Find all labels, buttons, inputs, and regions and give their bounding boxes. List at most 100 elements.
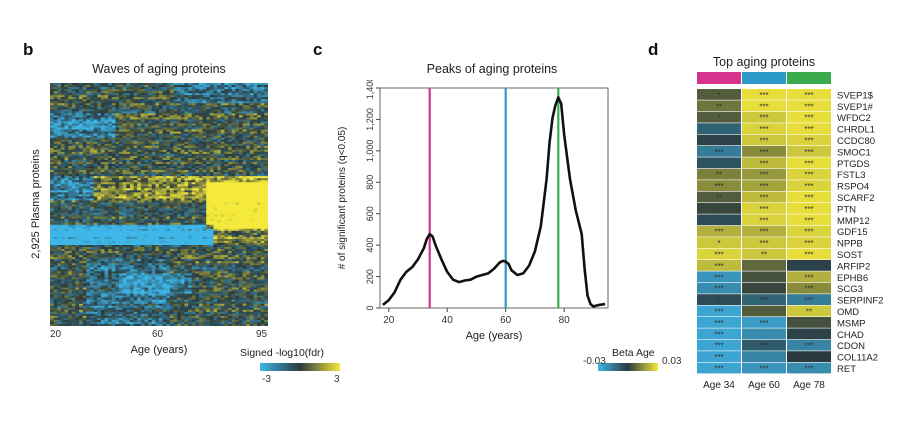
- protein-row-label: SCG3: [837, 284, 863, 295]
- heatmap-cell: [742, 214, 786, 226]
- panel-b-xtick-60: 60: [152, 329, 164, 340]
- significance-stars: ***: [759, 137, 768, 146]
- significance-stars: ***: [759, 182, 768, 191]
- heatmap-cell: [697, 339, 741, 351]
- significance-stars: ***: [804, 171, 813, 180]
- panel-b-heatmap: [50, 83, 268, 326]
- significance-stars: ***: [804, 205, 813, 214]
- significance-stars: ***: [804, 296, 813, 305]
- protein-row-label: CHRDL1: [837, 125, 875, 136]
- heatmap-cell: [742, 225, 786, 237]
- significance-stars: **: [716, 171, 722, 180]
- heatmap-cell: [742, 146, 786, 157]
- significance-stars: ***: [759, 114, 768, 123]
- protein-row-label: CCDC80: [837, 136, 875, 147]
- heatmap-cell: [787, 294, 831, 305]
- heatmap-cell: [742, 305, 786, 317]
- heatmap-cell: [697, 214, 741, 226]
- significance-stars: ***: [714, 353, 723, 362]
- heatmap-cell: [742, 282, 786, 294]
- heatmap-cell: [787, 328, 831, 340]
- significance-stars: **: [716, 137, 722, 146]
- heatmap-cell: [742, 111, 786, 123]
- heatmap-cell: [697, 111, 741, 123]
- significance-stars: ***: [759, 216, 768, 225]
- heatmap-cell: [787, 282, 831, 294]
- y-tick-label: 0: [365, 305, 375, 310]
- protein-row-label: MSMP: [837, 318, 866, 329]
- significance-stars: ***: [804, 194, 813, 203]
- significance-stars: ***: [804, 125, 813, 134]
- panel-d-title: Top aging proteins: [712, 55, 816, 69]
- heatmap-cell: [787, 157, 831, 169]
- protein-row-label: SCARF2: [837, 193, 874, 204]
- significance-stars: ***: [804, 251, 813, 260]
- heatmap-cell: [742, 191, 786, 203]
- significance-stars: ***: [759, 148, 768, 157]
- heatmap-cell: [742, 157, 786, 169]
- significance-stars: ***: [759, 365, 768, 374]
- heatmap-cell: [742, 180, 786, 191]
- protein-row-label: COL11A2: [837, 353, 878, 364]
- panel-d-colorbar: [598, 363, 658, 371]
- significance-stars: ***: [759, 296, 768, 305]
- significance-stars: ***: [714, 182, 723, 191]
- heatmap-cell: [787, 260, 831, 271]
- heatmap-cell: [787, 168, 831, 180]
- protein-row-label: OMD: [837, 307, 859, 318]
- panel-c-ylabel: # of significant proteins (q<0.05): [337, 127, 348, 270]
- significance-stars: ***: [759, 319, 768, 328]
- column-header-color: [697, 72, 741, 84]
- significance-stars: ***: [714, 330, 723, 339]
- significance-stars: ***: [804, 102, 813, 111]
- column-header-color: [787, 72, 831, 84]
- heatmap-cell: [787, 339, 831, 351]
- heatmap-cell: [742, 237, 786, 248]
- significance-stars: ***: [759, 159, 768, 168]
- column-header-color: [742, 72, 786, 84]
- y-tick-label: 600: [365, 206, 375, 221]
- heatmap-cell: [697, 191, 741, 203]
- significance-stars: ***: [759, 239, 768, 248]
- significance-stars: ***: [714, 319, 723, 328]
- significance-stars: **: [716, 194, 722, 203]
- x-tick-label: 60: [500, 315, 512, 326]
- panel-c-line-chart: 0 200 400 600 800 1,000 1,200 1,400 20 40 60 80 Age …: [337, 80, 609, 342]
- heatmap-cell: [697, 123, 741, 134]
- panel-c-xlabel: Age (years): [466, 330, 523, 342]
- protein-row-label: SOST: [837, 250, 863, 261]
- panel-b-letter: b: [23, 40, 34, 59]
- heatmap-cell: [697, 100, 741, 112]
- significance-stars: *: [717, 296, 720, 305]
- protein-row-label: RSPO4: [837, 182, 869, 193]
- heatmap-cell: [697, 317, 741, 328]
- protein-row-label: EPHB6: [837, 273, 868, 284]
- significance-stars: ***: [804, 342, 813, 351]
- heatmap-cell: [697, 351, 741, 362]
- significance-stars: **: [806, 308, 812, 317]
- significance-stars: ***: [759, 228, 768, 237]
- panel-b-colorbar-title: Signed -log10(fdr): [240, 347, 325, 359]
- significance-stars: ***: [714, 273, 723, 282]
- protein-row-label: MMP12: [837, 216, 870, 227]
- series-line: [382, 96, 606, 308]
- significance-stars: ***: [804, 239, 813, 248]
- heatmap-cell: [787, 203, 831, 214]
- significance-stars: ***: [714, 228, 723, 237]
- significance-stars: *: [717, 114, 720, 123]
- heatmap-cell: [787, 89, 831, 100]
- significance-stars: ***: [804, 159, 813, 168]
- significance-stars: ***: [804, 285, 813, 294]
- heatmap-cell: [742, 339, 786, 351]
- heatmap-cell: [697, 168, 741, 180]
- heatmap-cell: [787, 362, 831, 374]
- panel-b-xtick-20: 20: [50, 329, 62, 340]
- heatmap-cell: [787, 237, 831, 248]
- significance-stars: ***: [714, 285, 723, 294]
- significance-stars: ***: [804, 273, 813, 282]
- protein-row-label: SERPINF2: [837, 296, 883, 307]
- significance-stars: ***: [759, 125, 768, 134]
- y-tick-label: 1,400: [365, 80, 375, 99]
- panel-d-letter: d: [648, 40, 659, 59]
- significance-stars: ***: [804, 148, 813, 157]
